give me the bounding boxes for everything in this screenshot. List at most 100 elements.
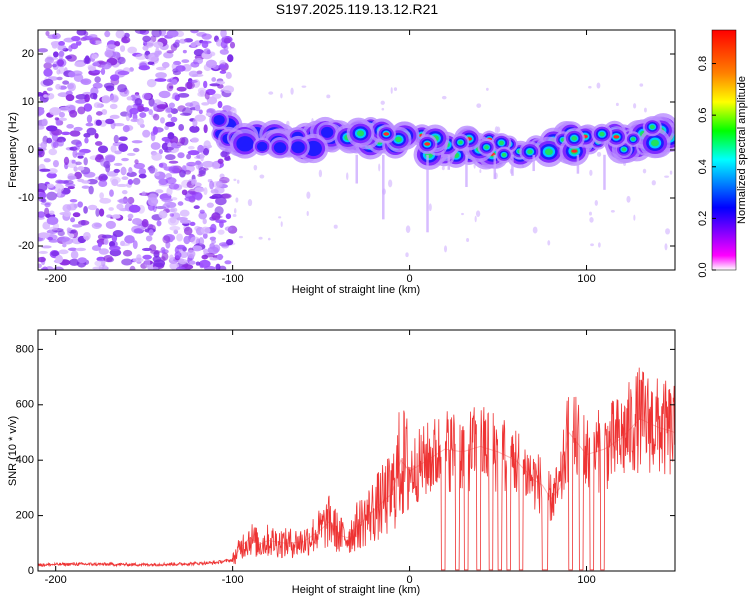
noise-blob xyxy=(98,179,108,188)
noise-blob xyxy=(155,189,164,194)
spectrogram-x-axis-title: Height of straight line (km) xyxy=(292,284,420,296)
noise-blob xyxy=(139,112,147,118)
signal-blob xyxy=(213,114,225,125)
noise-blob xyxy=(109,103,118,110)
noise-blob xyxy=(80,78,92,86)
noise-blob xyxy=(38,256,46,263)
y-tick-label: 0 xyxy=(28,144,34,156)
noise-blob xyxy=(212,93,222,99)
noise-blob xyxy=(111,51,121,59)
noise-blob xyxy=(151,152,163,161)
noise-blob xyxy=(223,37,231,44)
faint-speckle xyxy=(247,199,253,207)
signal-blob xyxy=(395,136,402,143)
snr-y-ticks: 0 200 400 600 800 xyxy=(16,343,675,577)
noise-blob xyxy=(138,65,151,71)
faint-speckle xyxy=(333,224,338,229)
faint-speckle xyxy=(597,242,601,248)
noise-blob xyxy=(224,156,231,162)
noise-blob xyxy=(129,265,136,270)
noise-blob xyxy=(53,51,59,58)
faint-speckle xyxy=(589,169,593,176)
noise-blob xyxy=(156,104,169,109)
noise-blob xyxy=(126,152,136,156)
faint-speckle xyxy=(651,180,656,186)
noise-blob xyxy=(46,172,57,179)
noise-blob xyxy=(94,76,101,83)
noise-blob xyxy=(201,254,209,260)
noise-blob xyxy=(97,242,103,248)
noise-blob xyxy=(103,238,109,245)
noise-blob xyxy=(124,235,135,244)
noise-blob xyxy=(68,45,73,52)
noise-blob xyxy=(220,30,227,38)
signal-blob xyxy=(356,130,365,137)
noise-blob xyxy=(215,219,227,224)
noise-blob xyxy=(189,260,196,265)
noise-blob xyxy=(153,41,164,48)
noise-blob xyxy=(99,208,105,217)
noise-blob xyxy=(191,245,203,252)
noise-blob xyxy=(122,125,130,133)
faint-speckle xyxy=(532,226,538,234)
noise-blob xyxy=(75,247,87,252)
noise-blob xyxy=(114,41,121,47)
noise-blob xyxy=(186,153,192,160)
noise-blob xyxy=(169,225,181,231)
noise-blob xyxy=(87,66,97,71)
faint-speckle xyxy=(590,243,594,247)
faint-speckle xyxy=(280,221,283,227)
noise-blob xyxy=(225,213,232,220)
faint-speckle xyxy=(494,126,499,135)
noise-blob xyxy=(154,172,160,177)
faint-speckle xyxy=(441,166,445,171)
noise-blob xyxy=(92,82,103,89)
noise-blob xyxy=(38,107,45,116)
noise-blob xyxy=(118,136,128,142)
noise-blob xyxy=(99,197,112,204)
noise-blob xyxy=(171,79,178,85)
noise-blob xyxy=(121,258,133,266)
noise-blob xyxy=(91,53,99,60)
noise-blob xyxy=(210,223,217,233)
noise-blob xyxy=(209,195,219,200)
noise-blob xyxy=(150,132,156,142)
signal-blob xyxy=(484,145,489,150)
noise-blob xyxy=(38,232,50,239)
noise-blob xyxy=(165,154,176,161)
noise-blob xyxy=(94,133,99,139)
noise-blob xyxy=(217,158,224,164)
noise-blob xyxy=(120,243,130,247)
snr-x-axis-title: Height of straight line (km) xyxy=(292,584,420,596)
noise-blob xyxy=(179,209,190,217)
x-tick-label: 100 xyxy=(577,574,595,586)
noise-blob xyxy=(155,72,167,79)
noise-blob xyxy=(55,83,62,90)
noise-blob xyxy=(211,160,221,170)
noise-blob xyxy=(132,177,141,185)
noise-blob xyxy=(109,189,114,197)
noise-blob xyxy=(75,161,82,166)
noise-blob xyxy=(81,180,91,184)
noise-blob xyxy=(156,220,162,227)
noise-blob xyxy=(114,150,122,155)
noise-blob xyxy=(98,61,108,65)
noise-blob xyxy=(128,167,133,174)
faint-speckle xyxy=(306,191,311,199)
noise-blob xyxy=(58,236,70,242)
noise-blob xyxy=(153,259,166,268)
signal-blob xyxy=(458,140,463,145)
noise-blob xyxy=(117,70,130,76)
noise-blob xyxy=(165,121,176,127)
noise-blob xyxy=(65,183,76,188)
noise-blob xyxy=(192,118,198,128)
noise-blob xyxy=(133,162,146,170)
noise-blob xyxy=(177,152,185,159)
noise-blob xyxy=(65,104,76,111)
noise-blob xyxy=(109,114,120,119)
noise-blob xyxy=(40,141,47,150)
noise-blob xyxy=(201,33,212,40)
noise-blob xyxy=(200,226,211,235)
noise-blob xyxy=(167,132,175,140)
